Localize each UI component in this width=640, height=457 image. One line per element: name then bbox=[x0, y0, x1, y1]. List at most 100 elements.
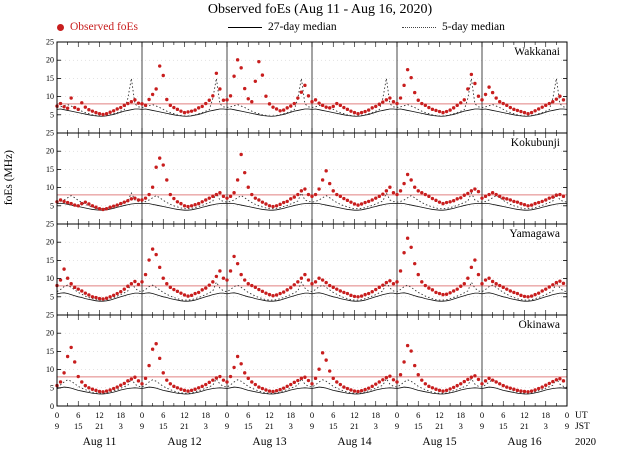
observed-point bbox=[253, 382, 258, 387]
observed-point bbox=[335, 101, 339, 106]
observed-point bbox=[101, 207, 105, 212]
observed-point bbox=[158, 356, 162, 361]
legend-27day-label: 27-day median bbox=[268, 21, 337, 33]
jst-tick-label: 9 bbox=[55, 421, 59, 431]
observed-point bbox=[388, 374, 392, 378]
y-tick-label: 10 bbox=[46, 92, 54, 101]
observed-point bbox=[533, 292, 537, 297]
observed-point bbox=[111, 204, 116, 208]
y-tick-label: 10 bbox=[46, 274, 54, 283]
observed-point bbox=[257, 198, 261, 202]
observed-point bbox=[221, 276, 226, 280]
observed-point bbox=[526, 204, 530, 208]
observed-point bbox=[536, 291, 541, 295]
observed-point bbox=[313, 192, 318, 197]
observed-point bbox=[508, 105, 513, 110]
observed-point bbox=[352, 294, 357, 299]
observed-point bbox=[175, 200, 180, 204]
observed-point bbox=[558, 377, 562, 381]
observed-point bbox=[221, 378, 226, 382]
jst-tick-label: 21 bbox=[350, 421, 359, 431]
observed-point bbox=[320, 351, 325, 355]
observed-point bbox=[69, 345, 73, 350]
observed-point bbox=[352, 202, 357, 206]
observed-point bbox=[65, 106, 70, 110]
observed-point bbox=[225, 196, 229, 200]
y-tick-label: 15 bbox=[46, 165, 54, 174]
observed-point bbox=[299, 189, 304, 193]
observed-point bbox=[207, 283, 211, 287]
observed-point bbox=[381, 378, 385, 382]
y-tick-label: 10 bbox=[46, 365, 54, 374]
observed-point bbox=[317, 187, 321, 191]
ut-tick-label: 0 bbox=[55, 410, 59, 420]
observed-point bbox=[172, 196, 176, 201]
day-label: Aug 15 bbox=[422, 436, 456, 448]
observed-point bbox=[235, 178, 240, 182]
observed-point bbox=[551, 195, 555, 199]
observed-point bbox=[342, 290, 346, 295]
observed-point bbox=[126, 199, 130, 203]
y-tick-label: 15 bbox=[46, 256, 54, 265]
observed-point bbox=[409, 178, 413, 182]
observed-point bbox=[150, 247, 155, 251]
day-label: Aug 11 bbox=[83, 436, 117, 448]
observed-point bbox=[239, 362, 243, 366]
observed-point bbox=[363, 387, 367, 392]
observed-point bbox=[494, 192, 498, 197]
observed-point bbox=[437, 200, 442, 204]
observed-point bbox=[512, 107, 516, 112]
observed-point bbox=[161, 371, 165, 375]
legend-observed-label: Observed foEs bbox=[70, 21, 139, 33]
observed-point bbox=[65, 354, 70, 359]
observed-point bbox=[526, 390, 530, 394]
observed-point bbox=[172, 287, 176, 292]
observed-point bbox=[490, 378, 495, 382]
observed-point bbox=[285, 199, 289, 204]
observed-point bbox=[271, 294, 275, 298]
observed-point bbox=[250, 283, 254, 288]
observed-point bbox=[490, 90, 495, 95]
observed-point bbox=[250, 99, 254, 104]
observed-point bbox=[505, 103, 509, 108]
observed-point bbox=[505, 197, 509, 201]
observed-point bbox=[335, 192, 339, 197]
observed-point bbox=[101, 390, 105, 394]
legend-5day-median: 5-day median bbox=[402, 21, 505, 33]
ut-tick-label: 0 bbox=[395, 410, 399, 420]
observed-point bbox=[459, 101, 463, 105]
observed-point bbox=[104, 207, 109, 211]
observed-point bbox=[561, 98, 566, 102]
observed-point bbox=[473, 374, 477, 378]
observed-point bbox=[473, 258, 477, 262]
observed-point bbox=[246, 185, 250, 189]
observed-point bbox=[76, 204, 80, 208]
y-tick-label: 20 bbox=[46, 56, 54, 65]
observed-point bbox=[420, 190, 424, 195]
observed-point bbox=[505, 287, 509, 291]
observed-point bbox=[451, 106, 456, 110]
observed-point bbox=[87, 293, 91, 297]
jst-tick-label: 21 bbox=[435, 421, 444, 431]
observed-point bbox=[228, 374, 233, 379]
observed-point bbox=[281, 386, 286, 390]
observed-point bbox=[158, 64, 162, 68]
observed-point bbox=[398, 372, 403, 377]
observed-point bbox=[483, 379, 488, 383]
observed-point bbox=[561, 379, 566, 383]
observed-point bbox=[459, 284, 463, 288]
observed-point bbox=[108, 205, 112, 209]
ut-tick-label: 6 bbox=[501, 410, 505, 420]
observed-point bbox=[359, 294, 364, 298]
observed-point bbox=[558, 94, 562, 98]
observed-point bbox=[281, 290, 286, 294]
observed-point bbox=[487, 276, 491, 280]
observed-point bbox=[448, 387, 452, 391]
ut-tick-label: 6 bbox=[76, 410, 80, 420]
observed-point bbox=[274, 293, 279, 297]
y-tick-label: 25 bbox=[46, 129, 54, 138]
observed-point bbox=[405, 172, 410, 177]
observed-point bbox=[228, 194, 233, 199]
observed-point bbox=[434, 108, 438, 113]
observed-point bbox=[529, 294, 534, 298]
